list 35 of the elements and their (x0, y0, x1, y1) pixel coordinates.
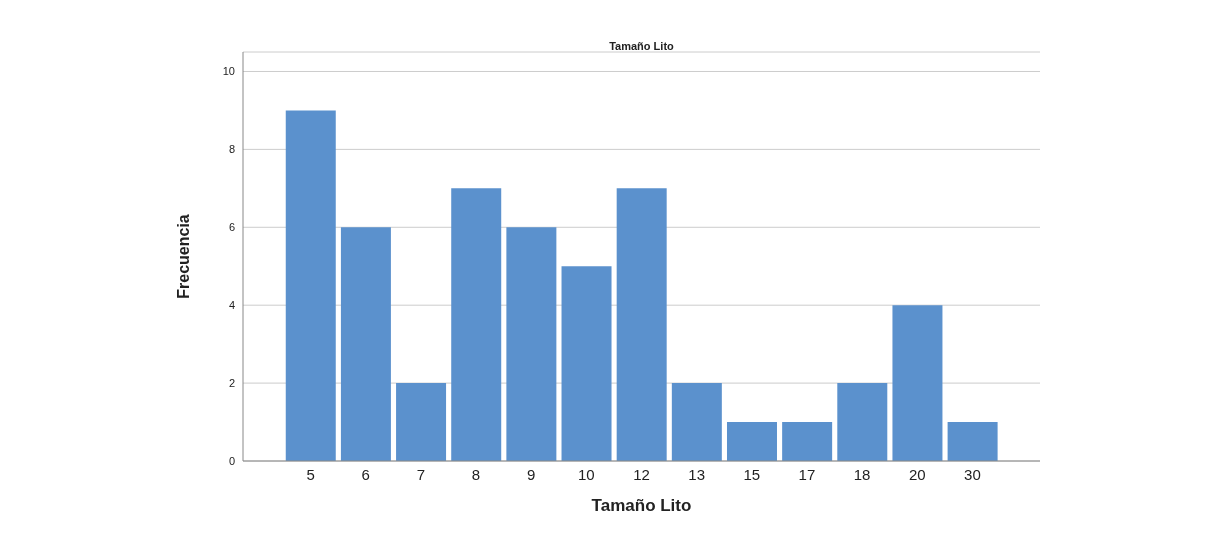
x-tick-label: 10 (578, 465, 595, 483)
y-tick-label: 4 (228, 299, 235, 312)
x-tick-label: 6 (361, 465, 370, 483)
bar (451, 188, 502, 461)
x-tick-label: 18 (853, 465, 871, 483)
bar (616, 188, 667, 461)
x-tick-label: 13 (688, 465, 705, 483)
bar (837, 383, 888, 461)
x-tick-label: 30 (964, 465, 981, 483)
bar (285, 110, 336, 461)
bar (340, 227, 391, 461)
x-tick-label: 9 (527, 465, 536, 483)
y-tick-label: 10 (222, 65, 235, 78)
y-tick-label: 8 (228, 143, 235, 156)
bar (782, 422, 833, 461)
x-tick-label: 7 (416, 465, 426, 483)
x-tick-label: 12 (633, 465, 650, 483)
bar (396, 383, 447, 461)
bar (561, 266, 612, 461)
bar (671, 383, 722, 461)
y-tick-label: 6 (228, 221, 235, 234)
x-axis-title: Tamaño Lito (591, 496, 692, 515)
x-tick-label: 15 (743, 465, 761, 483)
x-tick-label: 20 (908, 465, 926, 483)
bar (892, 305, 943, 461)
y-axis-title: Frecuencia (174, 214, 192, 299)
x-tick-label: 5 (306, 465, 315, 483)
x-tick-label: 8 (471, 465, 481, 483)
y-tick-label: 2 (228, 377, 235, 389)
x-tick-label: 17 (798, 465, 816, 483)
y-tick-label: 0 (228, 454, 235, 467)
bar (947, 422, 998, 461)
bar (506, 227, 557, 461)
bar (726, 422, 777, 461)
chart-title: Tamaño Lito (608, 40, 675, 52)
